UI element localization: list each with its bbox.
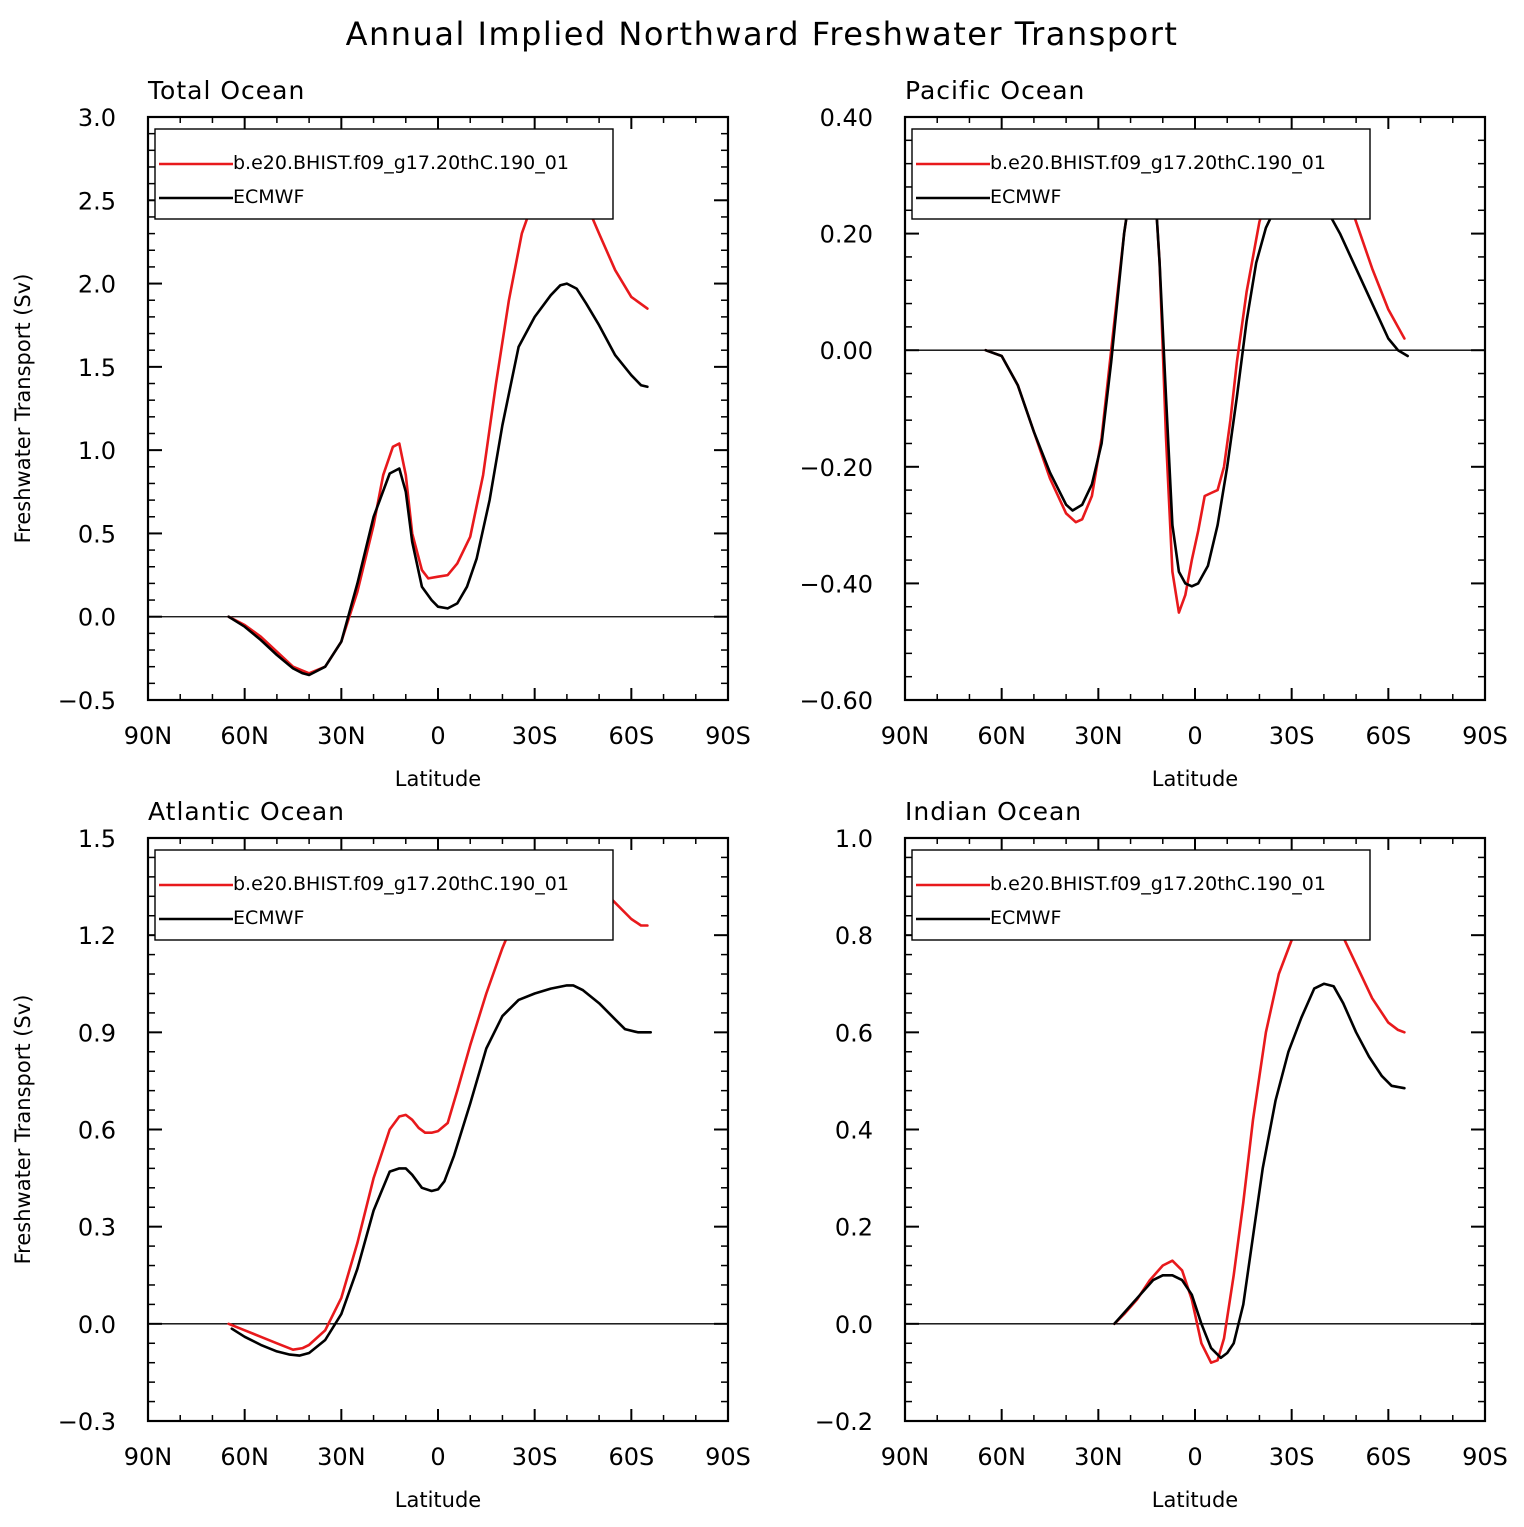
legend-box [154, 849, 614, 941]
y-tick-label: 0.6 [78, 1117, 116, 1145]
x-tick-label: 60S [1365, 1443, 1411, 1471]
x-tick-label: 0 [430, 722, 445, 750]
y-tick-label: −0.40 [799, 570, 873, 598]
y-tick-label: −0.3 [58, 1408, 116, 1436]
x-tick-label: 60N [220, 1443, 269, 1471]
legend: b.e20.BHIST.f09_g17.20thC.190_01 ECMWF [911, 849, 1371, 941]
y-axis-title: Freshwater Transport (Sv) [11, 995, 35, 1265]
legend-label: b.e20.BHIST.f09_g17.20thC.190_01 [990, 873, 1326, 895]
y-tick-label: 0.3 [78, 1214, 116, 1242]
legend-label: b.e20.BHIST.f09_g17.20thC.190_01 [233, 152, 569, 174]
y-tick-label: 1.0 [78, 437, 116, 465]
x-tick-label: 0 [1187, 722, 1202, 750]
x-tick-label: 90N [124, 722, 173, 750]
y-tick-label: 3.0 [78, 104, 116, 132]
legend-label: ECMWF [233, 907, 304, 929]
legend-label: ECMWF [233, 186, 304, 208]
x-tick-label: 60N [220, 722, 269, 750]
y-tick-label: 0.20 [820, 221, 873, 249]
y-tick-label: 0.00 [820, 337, 873, 365]
x-tick-label: 60S [608, 1443, 654, 1471]
panel-3: Atlantic Ocean 90N 60N 30N 0 30S 60S 90S −0.3 0.0… [11, 797, 751, 1512]
y-tick-label: 0.40 [820, 104, 873, 132]
y-tick-label: 2.0 [78, 271, 116, 299]
y-tick-label: 1.5 [78, 825, 116, 853]
legend-label: b.e20.BHIST.f09_g17.20thC.190_01 [990, 152, 1326, 174]
x-tick-label: 30N [317, 722, 366, 750]
panel-title: Atlantic Ocean [148, 797, 345, 826]
x-tick-label: 30S [512, 1443, 558, 1471]
series-line-ecmwf [227, 282, 649, 677]
x-tick-label: 90N [124, 1443, 173, 1471]
x-tick-label: 60S [1365, 722, 1411, 750]
x-tick-label: 60S [608, 722, 654, 750]
y-axis-title: Freshwater Transport (Sv) [11, 274, 35, 544]
y-tick-label: 0.8 [835, 922, 873, 950]
legend-box [911, 128, 1371, 220]
y-tick-label: −0.60 [799, 687, 873, 715]
legend-box [154, 128, 614, 220]
x-axis-title: Latitude [395, 1488, 481, 1512]
x-tick-label: 90N [881, 722, 930, 750]
x-tick-label: 90N [881, 1443, 930, 1471]
panel-title: Pacific Ocean [905, 76, 1085, 105]
x-tick-label: 30N [1074, 1443, 1123, 1471]
x-axis-title: Latitude [395, 767, 481, 791]
x-tick-label: 30N [317, 1443, 366, 1471]
panel-title: Total Ocean [147, 76, 305, 105]
y-tick-label: 0.0 [835, 1311, 873, 1339]
y-tick-label: 0.9 [78, 1019, 116, 1047]
y-tick-label: 0.6 [835, 1019, 873, 1047]
y-tick-label: 0.5 [78, 520, 116, 548]
x-tick-label: 30S [512, 722, 558, 750]
y-tick-label: 1.0 [835, 825, 873, 853]
legend: b.e20.BHIST.f09_g17.20thC.190_01 ECMWF [154, 128, 614, 220]
x-axis-title: Latitude [1152, 1488, 1238, 1512]
panels: Total Ocean 90N 60N 30N 0 30S 60S 90S −0.5 0.0 0.5… [11, 76, 1508, 1512]
y-tick-label: 0.4 [835, 1117, 873, 1145]
x-tick-label: 0 [1187, 1443, 1202, 1471]
panel-2: Pacific Ocean 90N 60N 30N 0 30S 60S 90S −0.60 −0.… [799, 76, 1507, 791]
x-tick-label: 0 [430, 1443, 445, 1471]
x-tick-label: 90S [705, 722, 751, 750]
y-tick-label: 0.0 [78, 604, 116, 632]
panel-1: Total Ocean 90N 60N 30N 0 30S 60S 90S −0.5 0.0 0.5… [11, 76, 751, 791]
panel-4: Indian Ocean 90N 60N 30N 0 30S 60S 90S −0.2 0.0 0.… [815, 797, 1508, 1512]
x-tick-label: 90S [1462, 722, 1508, 750]
x-axis-title: Latitude [1152, 767, 1238, 791]
y-tick-label: 2.5 [78, 187, 116, 215]
x-tick-label: 30S [1269, 722, 1315, 750]
y-tick-label: 1.5 [78, 354, 116, 382]
figure-title: Annual Implied Northward Freshwater Tran… [346, 15, 1179, 53]
series-line-ecmwf [230, 984, 653, 1357]
x-tick-label: 30N [1074, 722, 1123, 750]
x-tick-label: 60N [977, 722, 1026, 750]
legend: b.e20.BHIST.f09_g17.20thC.190_01 ECMWF [154, 849, 614, 941]
legend-box [911, 849, 1371, 941]
x-tick-label: 30S [1269, 1443, 1315, 1471]
legend-label: ECMWF [990, 186, 1061, 208]
series-line-model [1113, 909, 1406, 1364]
y-tick-label: −0.5 [58, 687, 116, 715]
y-tick-label: 1.2 [78, 922, 116, 950]
x-tick-label: 90S [1462, 1443, 1508, 1471]
y-tick-label: −0.2 [815, 1408, 873, 1436]
y-tick-label: 0.0 [78, 1311, 116, 1339]
panel-title: Indian Ocean [905, 797, 1082, 826]
legend-label: b.e20.BHIST.f09_g17.20thC.190_01 [233, 873, 569, 895]
series-line-model [227, 177, 649, 675]
legend-label: ECMWF [990, 907, 1061, 929]
series-line-ecmwf [1113, 982, 1406, 1360]
y-tick-label: 0.2 [835, 1214, 873, 1242]
x-tick-label: 60N [977, 1443, 1026, 1471]
legend: b.e20.BHIST.f09_g17.20thC.190_01 ECMWF [911, 128, 1371, 220]
y-tick-label: −0.20 [799, 454, 873, 482]
x-tick-label: 90S [705, 1443, 751, 1471]
